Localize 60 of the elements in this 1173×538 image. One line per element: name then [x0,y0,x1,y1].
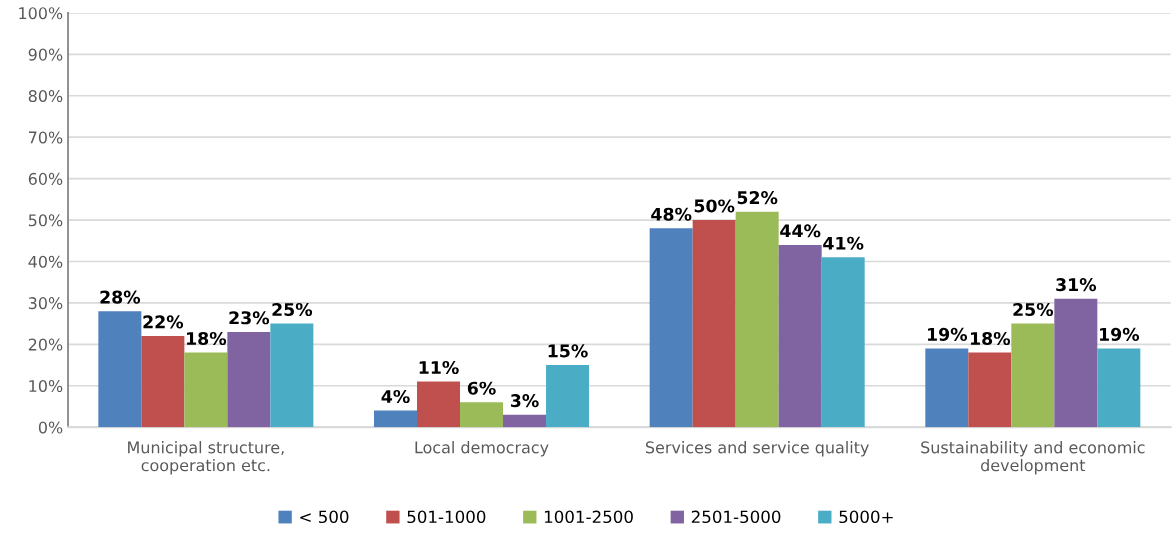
bar [821,257,865,428]
bar [968,352,1012,428]
y-tick-label: 90% [28,48,63,61]
text: 3% [510,394,539,408]
y-tick-label: 20% [28,338,63,351]
bar [735,211,779,428]
legend-label: 2501-5000 [691,510,781,524]
text: 15% [548,344,588,358]
y-tick-label: 40% [28,255,63,268]
bar [270,323,314,428]
text: 18% [971,331,1011,346]
text: 52% [737,191,778,205]
bar [925,348,969,428]
bar [184,352,228,428]
bar [1011,323,1055,428]
y-tick-label: 70% [28,131,63,144]
bar [98,311,142,428]
legend-label: 501-1000 [407,510,486,524]
x-tick-label: Municipal structure, cooperation etc. [128,441,284,475]
bar [141,336,185,428]
text: 44% [780,224,821,238]
bar [374,410,418,428]
y-tick-label: 30% [28,297,63,310]
y-tick-label: 60% [28,172,63,185]
bar [1097,348,1141,428]
bar [692,220,736,428]
legend-label: < 500 [300,510,349,524]
x-tick-label: Services and service quality [645,441,869,457]
y-tick-label: 80% [28,89,63,103]
text: 19% [1100,327,1140,341]
text: 6% [467,381,496,395]
y-tick-label: 0% [38,421,63,434]
text: 11% [419,360,459,375]
text: 19% [928,327,968,341]
text: 22% [143,315,184,329]
bar [649,228,693,428]
y-tick-label: 50% [28,214,63,227]
text: 23% [229,311,270,325]
bar [1054,298,1098,428]
text: 4% [381,389,410,404]
x-tick-label: Sustainability and economic development [921,441,1145,475]
text: 18% [187,331,227,346]
bar [460,402,504,428]
y-tick-label: 100% [19,7,63,20]
text: 25% [1013,302,1054,317]
text: 41% [823,236,864,250]
bar [417,381,461,428]
text: 48% [651,207,692,221]
text: 28% [100,290,141,304]
bar [503,414,547,428]
text: 50% [694,199,735,213]
legend-label: 1001-2500 [544,510,633,524]
y-tick-label: 10% [29,379,63,393]
bar [778,244,822,428]
text: 31% [1056,278,1097,292]
bar [227,331,271,428]
bar [546,365,590,428]
text: 25% [272,302,313,317]
x-tick-label: Local democracy [415,441,549,457]
legend-label: 5000+ [839,510,893,524]
